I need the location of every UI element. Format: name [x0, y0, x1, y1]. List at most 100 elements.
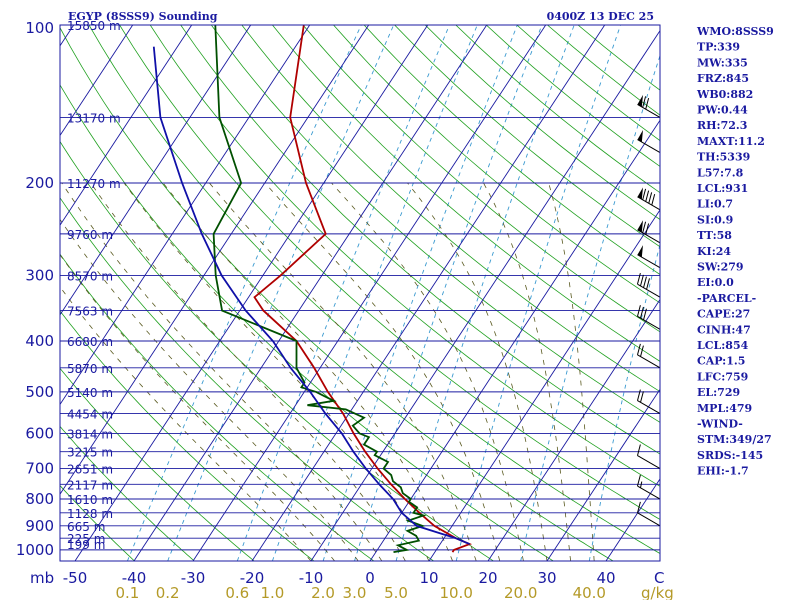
temperature-profile-line: [253, 25, 473, 553]
height-label: 2117 m: [67, 478, 113, 492]
temperature-tick-label: 40: [596, 569, 615, 587]
temperature-tick-label: 10: [419, 569, 438, 587]
dry-adiabat-line: [333, 25, 660, 304]
stability-index-entry: L57:7.8: [697, 166, 744, 179]
dry-adiabat-line: [60, 26, 614, 561]
mixing-ratio-lines: [126, 25, 660, 561]
wind-barb: [637, 220, 661, 244]
height-label: 6680 m: [67, 335, 113, 349]
height-label: 5140 m: [67, 386, 113, 400]
moist-adiabat-line: [331, 182, 524, 561]
moist-adiabat-line: [60, 218, 359, 561]
height-labels: 15850 m 13170 m 11270 m 9760 m 8570 m 7563 m 6…: [67, 19, 121, 552]
dry-adiabat-line: [60, 425, 195, 561]
stability-index-entry: PW:0.44: [697, 104, 748, 117]
wind-barb: [637, 187, 661, 211]
stability-index-entry: EI:0.0: [697, 276, 734, 289]
height-label: 1128 m: [67, 507, 113, 521]
pressure-tick-label: 1000: [16, 541, 54, 559]
plot-frame: [59, 24, 661, 562]
moist-adiabat-line: [407, 182, 548, 561]
pressure-axis-labels: 100 200 300 400 500 600 700 800 900 1000: [16, 19, 54, 559]
dry-adiabat-line: [394, 25, 660, 248]
isotherm-line: [60, 25, 311, 406]
stability-index-entry: FRZ:845: [697, 72, 749, 85]
stability-index-entry: LI:0.7: [697, 198, 733, 211]
stability-index-entry: RH:72.3: [697, 119, 747, 132]
moist-adiabat-line: [61, 182, 383, 561]
wind-barb: [637, 130, 661, 153]
moist-adiabat-lines: [60, 182, 595, 561]
height-label: 13170 m: [67, 111, 121, 125]
dry-adiabat-line: [302, 25, 660, 333]
height-label: 4454 m: [67, 408, 113, 422]
wind-barb: [636, 474, 661, 500]
dry-adiabat-line: [241, 25, 660, 393]
isotherm-line: [251, 25, 606, 561]
stability-index-entry: CAPE:27: [697, 308, 750, 321]
isotherm-lines: [60, 25, 660, 561]
dry-adiabat-line: [119, 25, 660, 520]
moist-adiabat-line: [90, 182, 406, 561]
mixing-ratio-axis-labels: 0.1 0.2 0.6 1.0 2.0 3.0 5.0 10.0 20.0 40.0: [116, 584, 606, 600]
stability-index-entry: LCL:854: [697, 339, 749, 352]
mixing-ratio-tick-label: 5.0: [384, 584, 408, 600]
height-label: 9760 m: [67, 228, 113, 242]
mixing-ratio-unit-label: g/kg: [641, 584, 674, 600]
height-label: 2651 m: [67, 463, 113, 477]
mixing-ratio-line: [126, 25, 362, 561]
dry-adiabat-line: [60, 484, 135, 561]
pressure-tick-label: 100: [25, 19, 54, 37]
dewpoint-profile-line: [212, 25, 427, 553]
dry-adiabat-line: [60, 197, 434, 561]
height-label: 1610 m: [67, 493, 113, 507]
mixing-ratio-tick-label: 10.0: [439, 584, 472, 600]
temperature-unit-label: C: [654, 569, 664, 587]
stability-index-entry: WB0:882: [696, 88, 753, 101]
wind-barb: [636, 444, 661, 470]
isotherm-line: [60, 25, 193, 226]
wind-barb: [636, 305, 661, 330]
height-label: 3814 m: [67, 427, 113, 441]
mixing-ratio-tick-label: 2.0: [311, 584, 335, 600]
wind-barb: [636, 273, 661, 298]
dry-adiabat-line: [180, 25, 660, 455]
pressure-unit-label: mb: [30, 569, 54, 587]
height-label: 7563 m: [67, 305, 113, 319]
wind-barbs: [636, 94, 661, 527]
stability-index-entry: CAP:1.5: [697, 355, 745, 368]
temperature-tick-label: -10: [299, 569, 324, 587]
dry-adiabat-line: [210, 25, 660, 423]
stability-index-entry: MW:335: [697, 56, 748, 69]
mixing-ratio-line: [322, 25, 518, 561]
isotherm-line: [369, 119, 660, 561]
stability-index-entry: EL:729: [697, 386, 740, 399]
mixing-ratio-tick-label: 3.0: [343, 584, 367, 600]
dry-adiabat-line: [60, 84, 554, 561]
moist-adiabat-line: [60, 286, 312, 561]
stability-index-entry: SW:279: [697, 261, 744, 274]
pressure-tick-label: 200: [25, 174, 54, 192]
stability-index-entry: LCL:931: [697, 182, 748, 195]
isobar-lines: [60, 116, 660, 551]
mixing-ratio-tick-label: 0.2: [156, 584, 180, 600]
moist-adiabat-line: [209, 182, 477, 561]
pressure-tick-label: 900: [25, 517, 54, 535]
stability-index-entry: SI:0.9: [697, 213, 733, 226]
isotherm-line: [60, 25, 134, 137]
isotherm-line: [192, 25, 547, 561]
dry-adiabat-line: [149, 25, 660, 487]
isotherm-line: [133, 25, 488, 561]
moist-adiabat-line: [123, 182, 430, 561]
height-label: 225 m: [67, 532, 105, 546]
temperature-tick-label: -50: [63, 569, 88, 587]
stability-index-entry: LFC:759: [697, 370, 748, 383]
stability-index-entry: TH:5339: [697, 151, 750, 164]
pressure-tick-label: 300: [25, 266, 54, 284]
isotherm-line: [546, 388, 660, 561]
stability-index-entry: SRDS:-145: [697, 449, 763, 462]
temperature-axis-labels: -50 -40 -30 -20 -10 0 10 20 30 40: [63, 569, 616, 587]
height-label: 5870 m: [67, 362, 113, 376]
isotherm-line: [428, 209, 660, 561]
